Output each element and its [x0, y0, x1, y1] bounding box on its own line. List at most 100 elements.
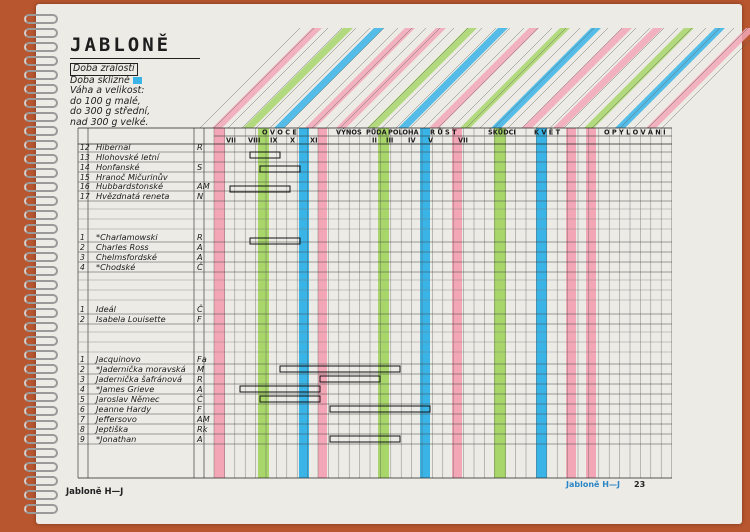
- spiral-ring: [24, 336, 58, 346]
- variety-name: Hibernal: [96, 142, 131, 152]
- diagonal-stripe: [367, 28, 477, 128]
- row-number: 6: [80, 405, 85, 414]
- diagonal-line: [591, 27, 693, 129]
- spiral-ring: [24, 168, 58, 178]
- variety-name: Jadernička šafránová: [94, 374, 182, 384]
- diagonal-stripe: [460, 28, 570, 128]
- diagonal-line: [241, 27, 343, 129]
- diagonal-line: [563, 27, 665, 129]
- spiral-ring: [24, 322, 58, 332]
- diagonal-stripe: [429, 28, 539, 128]
- row-number: 2: [80, 243, 85, 252]
- diagonal-line: [325, 27, 427, 129]
- color-stripe: [452, 128, 462, 478]
- variety-code: AM: [196, 181, 210, 191]
- month-label: IV: [408, 137, 416, 145]
- diagonal-line: [465, 27, 567, 129]
- column-header-poloha: POLOHA: [388, 129, 420, 137]
- ripening-bar: [249, 151, 281, 159]
- diagonal-line: [633, 27, 735, 129]
- color-stripe: [536, 128, 547, 478]
- spiral-ring: [24, 196, 58, 206]
- diagonal-line: [227, 27, 329, 129]
- color-stripe: [494, 128, 506, 478]
- spiral-ring: [24, 14, 58, 24]
- month-label: V: [428, 137, 434, 145]
- diagonal-line: [647, 27, 749, 129]
- diagonal-line: [353, 27, 455, 129]
- diagonal-line: [213, 27, 315, 129]
- column-header-vynos: VÝNOS: [336, 128, 362, 137]
- page-header: JABLONĚ Doba zralosti Doba sklizně Váha …: [70, 34, 200, 129]
- legend-small: do 100 g malé,: [70, 95, 141, 107]
- variety-name: Ideál: [96, 304, 117, 314]
- row-number: 16: [80, 182, 90, 191]
- spiral-ring: [24, 504, 58, 514]
- spiral-ring: [24, 420, 58, 430]
- row-number: 15: [80, 173, 90, 182]
- ripening-bar: [249, 237, 301, 245]
- spiral-ring: [24, 252, 58, 262]
- column-header-opylovani: O P Y L O V Á N Í: [604, 128, 666, 137]
- diagonal-line: [367, 27, 469, 129]
- harvest-swatch: [132, 76, 142, 84]
- spiral-ring: [24, 126, 58, 136]
- diagonal-line: [507, 27, 609, 129]
- diagonal-line: [451, 27, 553, 129]
- variety-name: *Jonathan: [96, 434, 136, 444]
- diagonal-line: [339, 27, 441, 129]
- diagonal-line: [255, 27, 357, 129]
- diagonal-line: [535, 27, 637, 129]
- footer-left: Jabloně H—J: [66, 487, 124, 497]
- variety-code: A: [196, 252, 203, 262]
- spiral-ring: [24, 42, 58, 52]
- month-label: VIII: [248, 137, 260, 145]
- diagonal-line: [395, 27, 497, 129]
- variety-code: A: [196, 434, 203, 444]
- row-number: 4: [80, 385, 85, 394]
- diagonal-line: [199, 27, 301, 129]
- color-stripe: [420, 128, 430, 478]
- diagonal-line: [381, 27, 483, 129]
- variety-code: A: [196, 384, 203, 394]
- row-number: 3: [80, 375, 85, 384]
- diagonal-line: [311, 27, 413, 129]
- spiral-ring: [24, 154, 58, 164]
- month-label: IX: [270, 137, 278, 145]
- spiral-ring: [24, 182, 58, 192]
- variety-name: Hlohovské letní: [96, 152, 161, 162]
- variety-name: Jeanne Hardy: [94, 404, 151, 414]
- spiral-binding: [18, 0, 58, 532]
- month-label: VII: [458, 137, 468, 145]
- variety-name: Hubbardstonské: [96, 181, 163, 191]
- variety-code: N: [197, 191, 203, 201]
- variety-code: A: [196, 242, 203, 252]
- spiral-ring: [24, 210, 58, 220]
- variety-name: *Chodské: [96, 262, 135, 272]
- diagonal-line: [409, 27, 511, 129]
- legend-weight: Váha a velikost:: [70, 85, 145, 97]
- variety-code: F: [197, 314, 202, 324]
- color-stripe: [378, 128, 389, 478]
- legend-harvest: Doba sklizně: [70, 74, 130, 86]
- column-header-kvet: K V Ě T: [534, 128, 561, 137]
- spiral-ring: [24, 280, 58, 290]
- spiral-ring: [24, 350, 58, 360]
- spiral-ring: [24, 238, 58, 248]
- variety-name: Jaroslav Němec: [94, 394, 160, 404]
- diagonal-stripe: [336, 28, 446, 128]
- variety-name: Jeffersovo: [94, 414, 137, 424]
- ripening-bar: [329, 435, 401, 443]
- color-stripe: [566, 128, 576, 478]
- spiral-ring: [24, 98, 58, 108]
- diagonal-line: [493, 27, 595, 129]
- row-number: 13: [80, 153, 90, 162]
- row-number: 12: [80, 143, 90, 152]
- row-number: 17: [80, 192, 90, 201]
- diagonal-line: [283, 27, 385, 129]
- variety-code: M: [197, 364, 204, 374]
- diagonal-line: [661, 39, 750, 129]
- spiral-ring: [24, 378, 58, 388]
- column-header-puda: PŮDA: [366, 128, 388, 137]
- variety-name: Charles Ross: [96, 242, 149, 252]
